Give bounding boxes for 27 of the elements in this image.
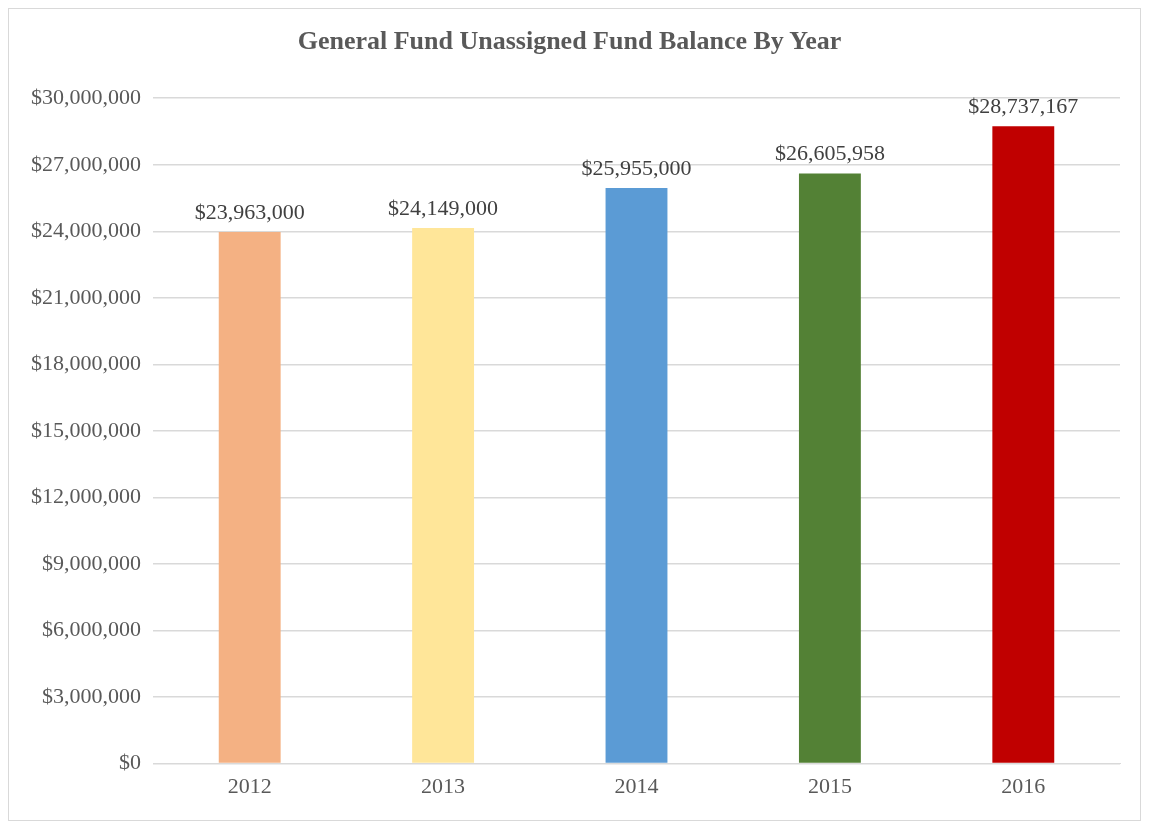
data-label: $28,737,167 [968,92,1079,118]
y-tick-label: $3,000,000 [42,682,141,708]
y-tick-label: $15,000,000 [31,416,141,442]
data-label: $23,963,000 [194,198,305,224]
data-label: $25,955,000 [581,154,692,180]
y-tick-label: $18,000,000 [31,350,141,376]
x-tick-label: 2013 [421,772,466,798]
y-tick-label: $12,000,000 [31,483,141,509]
bar [992,126,1055,763]
x-tick-label: 2016 [1001,772,1046,798]
y-tick-label: $6,000,000 [42,616,141,642]
bar [798,173,861,763]
bar [218,232,281,763]
chart-title: General Fund Unassigned Fund Balance By Year [297,26,842,56]
y-tick-label: $9,000,000 [42,549,141,575]
bar [605,187,668,763]
bar [412,227,475,763]
x-tick-label: 2014 [614,772,659,798]
y-tick-label: $24,000,000 [31,217,141,243]
y-tick-label: $0 [119,749,141,775]
x-tick-label: 2012 [227,772,272,798]
y-tick-label: $21,000,000 [31,283,141,309]
data-label: $26,605,958 [774,140,885,166]
x-tick-label: 2015 [807,772,852,798]
y-tick-label: $30,000,000 [31,83,141,109]
data-label: $24,149,000 [388,194,499,220]
y-tick-label: $27,000,000 [31,150,141,176]
